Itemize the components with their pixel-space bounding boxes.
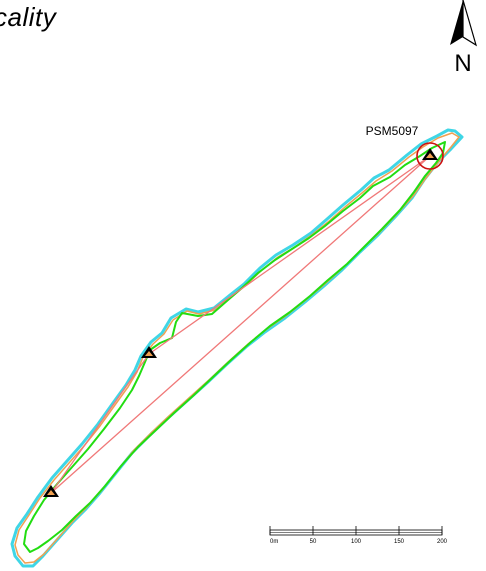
traverse-line: [148, 155, 431, 355]
station-triangle-inner-icon: [47, 490, 55, 495]
traverse-lines: [50, 155, 431, 494]
station-label: PSM5097: [366, 124, 419, 138]
outline-cyan: [10, 128, 464, 568]
scale-label: 100: [351, 539, 362, 545]
scale-label: 200: [437, 539, 448, 545]
north-arrow-letter: N: [454, 50, 471, 77]
scale-label: 150: [394, 539, 405, 545]
station-south[interactable]: [43, 485, 59, 497]
station-highlight-circle: [416, 142, 444, 170]
outline-green: [23, 141, 446, 553]
scale-label: 50: [310, 539, 317, 545]
station-triangle-inner-icon: [145, 351, 153, 356]
north-arrow-icon: N: [450, 0, 478, 77]
north-arrow-left-half: [450, 0, 463, 45]
station-middle[interactable]: [141, 346, 157, 358]
scale-bar: 0m 50 100 150 200: [269, 526, 448, 545]
station-triangle-inner-icon: [426, 153, 434, 158]
north-arrow-right-half: [462, 0, 478, 47]
island-outlines: [10, 128, 464, 568]
traverse-line: [50, 353, 150, 494]
map-title: cality: [0, 2, 57, 32]
outline-orange: [14, 132, 460, 564]
station-psm5097[interactable]: PSM5097: [366, 124, 444, 170]
scale-label: 0m: [270, 539, 278, 545]
traverse-line: [50, 155, 431, 494]
